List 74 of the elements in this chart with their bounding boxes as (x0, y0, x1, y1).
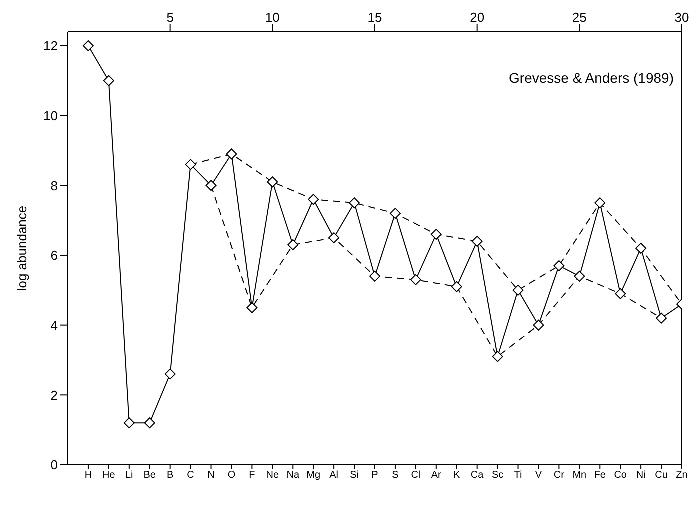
x-tick-label: Ni (636, 470, 646, 482)
point (390, 208, 401, 220)
x-tick-label: P (372, 470, 379, 482)
x-tick-label: Ne (266, 470, 280, 482)
point (451, 281, 462, 292)
y-tick-label: 12 (44, 38, 58, 54)
x-tick-label: B (166, 470, 174, 482)
point (206, 180, 217, 192)
x-tick-label: He (102, 470, 116, 482)
x-tick-label: N (208, 470, 215, 482)
point (226, 148, 238, 160)
point (656, 312, 668, 324)
x-tick-label: Cl (411, 470, 421, 482)
point (554, 260, 565, 272)
point (472, 236, 483, 248)
point (430, 229, 442, 240)
y-tick-label: 8 (50, 178, 58, 194)
point (288, 240, 299, 251)
x-tick-label: Li (126, 470, 134, 482)
point (370, 270, 380, 282)
x-tick-label: Cu (655, 470, 668, 482)
point (185, 159, 196, 170)
point (144, 418, 156, 429)
point (594, 198, 606, 209)
point (246, 302, 258, 314)
x-tick-label: F (249, 470, 256, 482)
x-tick-label: Mn (572, 470, 587, 482)
point (164, 368, 176, 380)
x-tick-label: C (187, 470, 194, 482)
point (512, 284, 524, 296)
x-tick-label: H (84, 470, 92, 482)
point (82, 40, 94, 52)
x-tick-label: Ar (431, 470, 442, 482)
x-tick-label: Cr (554, 470, 566, 482)
x-tick-label: Sc (492, 470, 504, 482)
point (574, 270, 586, 282)
point (103, 75, 114, 86)
x-tick-label: S (392, 470, 400, 482)
point (308, 194, 320, 206)
x-tick-label: Co (614, 470, 628, 482)
x-tick-label: Si (350, 470, 359, 482)
y-tick-label: 2 (50, 388, 58, 403)
x-tick-label: Be (144, 470, 156, 482)
x-tick-label: Mg (306, 470, 321, 482)
point (349, 198, 360, 209)
x-tick-label: Al (330, 470, 339, 482)
point (328, 232, 340, 244)
x2-tick-label: 25 (572, 10, 587, 25)
point (492, 351, 504, 362)
point (615, 288, 626, 300)
x-tick-label: O (228, 470, 236, 482)
x2-tick-label: 10 (265, 10, 280, 25)
y-axis-title: log abundance (14, 206, 30, 292)
x2-tick-label: 20 (470, 10, 485, 25)
x-tick-label: Ca (470, 470, 484, 482)
x2-tick-label: 5 (166, 10, 174, 25)
x2-tick-label: 30 (674, 10, 690, 25)
point (636, 243, 647, 254)
point (124, 418, 135, 429)
point (533, 320, 544, 331)
y-tick-label: 6 (50, 248, 58, 264)
x-tick-label: Zn (676, 470, 688, 482)
point (267, 176, 278, 188)
y-tick-label: 4 (50, 318, 58, 333)
x-tick-label: Na (286, 470, 300, 482)
y-tick-label: 0 (50, 458, 58, 473)
x2-tick-label: 15 (368, 10, 382, 25)
annotation: Grevesse & Anders (1989) (509, 70, 674, 86)
x-tick-label: K (454, 470, 461, 482)
x-tick-label: Ti (514, 470, 522, 482)
x-tick-label: Fe (594, 470, 606, 482)
x-tick-label: V (535, 470, 542, 482)
point (410, 274, 422, 286)
y-tick-label: 10 (44, 108, 58, 124)
